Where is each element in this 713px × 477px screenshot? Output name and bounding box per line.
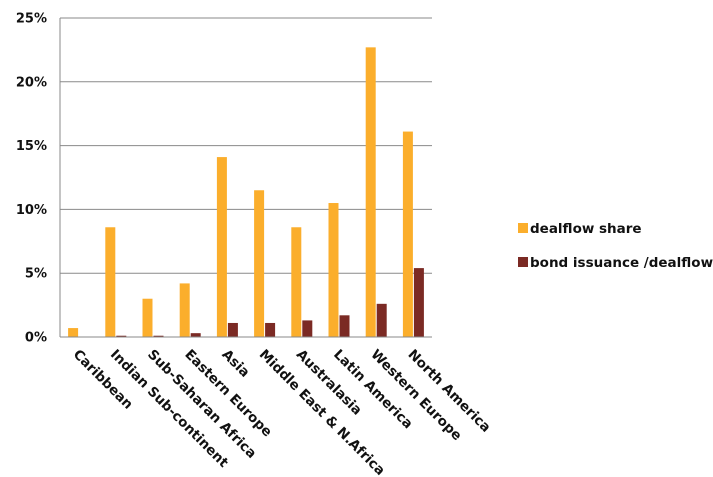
bar-dealflow-share: [365, 47, 376, 338]
bar-bond-issuance: [376, 303, 387, 337]
bar-bond-issuance: [227, 322, 238, 337]
gridlines: [60, 17, 432, 274]
y-axis-tick-labels: 0% 5% 10% 15% 20% 25%: [16, 12, 47, 346]
legend: dealflow share bond issuance /dealflow: [518, 221, 713, 271]
bar-dealflow-share: [179, 283, 190, 337]
bar-dealflow-share: [216, 157, 227, 337]
bar-dealflow-share: [291, 227, 302, 337]
bar-bond-issuance: [190, 333, 201, 337]
legend-swatch: [518, 223, 528, 233]
bar-dealflow-share: [402, 131, 413, 337]
y-tick-label: 20%: [16, 75, 47, 90]
bar-bond-issuance: [116, 335, 127, 337]
bar-dealflow-share: [254, 190, 265, 337]
y-tick-label: 15%: [16, 139, 47, 154]
legend-swatch: [518, 257, 528, 267]
bar-dealflow-share: [68, 328, 79, 337]
bar-bond-issuance: [413, 268, 424, 337]
x-tick-label: Asia: [219, 347, 253, 381]
bar-dealflow-share: [328, 203, 339, 337]
y-tick-label: 25%: [16, 12, 47, 27]
legend-label: dealflow share: [530, 221, 642, 237]
y-tick-label: 10%: [16, 203, 47, 218]
bar-dealflow-share: [142, 298, 153, 337]
y-tick-label: 0%: [25, 331, 47, 346]
bar-dealflow-share: [105, 227, 116, 337]
bar-bond-issuance: [339, 315, 350, 337]
bar-bond-issuance: [302, 320, 313, 337]
bar-bond-issuance: [265, 322, 276, 337]
bars: [68, 47, 424, 338]
y-tick-label: 5%: [25, 267, 47, 282]
legend-label: bond issuance /dealflow: [530, 255, 713, 271]
bar-bond-issuance: [153, 335, 164, 337]
